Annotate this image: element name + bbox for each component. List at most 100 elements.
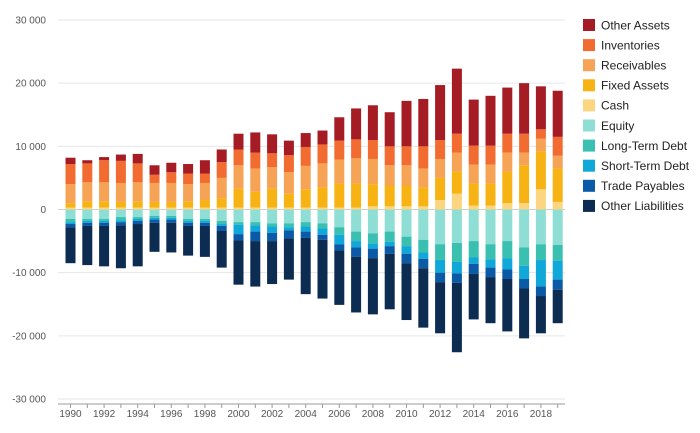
bar-segment-inventories — [367, 140, 378, 159]
bar-segment-trade-payables — [149, 219, 160, 223]
x-tick-label: 2004 — [295, 409, 318, 420]
bar-segment-equity — [65, 209, 76, 219]
bar-segment-short-term-debt — [283, 227, 294, 231]
bar-segment-inventories — [519, 133, 530, 153]
y-tick-label: -30 000 — [12, 395, 46, 406]
bar-segment-trade-payables — [535, 286, 546, 297]
bar-segment-fixed-assets — [233, 188, 244, 208]
bar-segment-long-term-debt — [418, 239, 429, 253]
bar-segment-equity — [99, 209, 110, 219]
bar-segment-short-term-debt — [132, 218, 143, 221]
bar-segment-short-term-debt — [384, 241, 395, 247]
legend-item: Inventories — [583, 38, 660, 52]
bar-segment-inventories — [351, 139, 362, 159]
bar-segment-fixed-assets — [267, 188, 278, 208]
bar-segment-other-assets — [502, 87, 513, 134]
bar-segment-other-assets — [435, 85, 446, 141]
bar-segment-trade-payables — [267, 232, 278, 242]
bar-segment-other-liabilities — [535, 296, 546, 334]
bar-segment-other-liabilities — [132, 224, 143, 267]
bar-segment-long-term-debt — [300, 222, 311, 227]
bar-stack — [183, 164, 194, 256]
bar-segment-long-term-debt — [435, 244, 446, 261]
bar-segment-receivables — [166, 182, 177, 202]
y-axis-tick-labels: 30 000 20 000 10 000 0 -10 000 -20 000 -30 000 — [12, 16, 46, 406]
bar-segment-fixed-assets — [115, 201, 126, 208]
bar-segment-cash — [451, 193, 462, 210]
bar-segment-cash — [82, 207, 93, 210]
bar-segment-cash — [317, 207, 328, 210]
bar-segment-equity — [267, 209, 278, 224]
bar-segment-long-term-debt — [233, 222, 244, 225]
bar-segment-trade-payables — [502, 269, 513, 279]
bar-segment-long-term-debt — [166, 215, 177, 218]
bar-segment-trade-payables — [451, 273, 462, 283]
bar-segment-cash — [199, 207, 210, 210]
bar-stack — [82, 160, 93, 266]
bar-segment-other-liabilities — [519, 288, 530, 339]
bar-segment-other-assets — [468, 99, 479, 146]
bar-segment-other-assets — [367, 105, 378, 141]
bar-stack — [166, 162, 177, 253]
bar-segment-trade-payables — [115, 222, 126, 226]
bar-segment-other-assets — [418, 98, 429, 147]
bar-segment-inventories — [535, 129, 546, 139]
bar-stack — [552, 90, 563, 324]
bar-stack — [65, 157, 76, 264]
bar-segment-long-term-debt — [535, 244, 546, 261]
bar-segment-other-liabilities — [502, 278, 513, 332]
bar-segment-short-term-debt — [502, 258, 513, 270]
bar-segment-cash — [166, 207, 177, 210]
bar-segment-receivables — [519, 152, 530, 166]
bar-segment-other-liabilities — [115, 225, 126, 269]
bar-segment-trade-payables — [233, 234, 244, 241]
legend-label: Long-Term Debt — [601, 139, 688, 153]
bar-segment-other-assets — [149, 165, 160, 175]
bar-segment-short-term-debt — [82, 220, 93, 223]
bar-segment-fixed-assets — [199, 200, 210, 208]
bar-segment-equity — [468, 209, 479, 242]
bar-segment-long-term-debt — [519, 247, 530, 266]
bar-segment-receivables — [334, 159, 345, 184]
bar-segment-fixed-assets — [300, 189, 311, 208]
bar-segment-cash — [65, 207, 76, 210]
legend-item: Long-Term Debt — [583, 139, 688, 153]
legend-item: Fixed Assets — [583, 79, 669, 93]
bar-segment-other-assets — [82, 160, 93, 164]
bar-segment-other-assets — [519, 83, 530, 134]
legend: Other Assets Inventories Receivables Fixed … — [583, 18, 690, 213]
bar-segment-other-liabilities — [367, 258, 378, 315]
bar-segment-fixed-assets — [468, 183, 479, 206]
legend-swatch — [583, 119, 595, 132]
legend-label: Trade Payables — [601, 179, 685, 193]
bar-segment-equity — [401, 209, 412, 237]
bar-segment-inventories — [317, 144, 328, 164]
legend-item: Equity — [583, 119, 634, 133]
bar-segment-trade-payables — [435, 272, 446, 283]
bar-segment-other-liabilities — [334, 250, 345, 305]
bar-segment-trade-payables — [519, 278, 530, 289]
bar-segment-inventories — [334, 140, 345, 160]
x-axis: 1990 1992 1994 1996 1998 2000 2002 2004 2006 2008… — [58, 403, 565, 420]
bar-segment-other-liabilities — [351, 256, 362, 313]
x-tick-label: 2016 — [496, 409, 519, 420]
bar-segment-equity — [216, 209, 227, 221]
bar-stack — [502, 87, 513, 332]
x-tick-label: 1994 — [127, 409, 150, 420]
bar-segment-other-assets — [65, 157, 76, 165]
bar-segment-trade-payables — [485, 267, 496, 278]
legend-label: Fixed Assets — [601, 79, 669, 93]
bar-segment-receivables — [535, 138, 546, 152]
bar-segment-equity — [300, 209, 311, 223]
bar-segment-other-assets — [233, 133, 244, 150]
x-tick-label: 1996 — [160, 409, 183, 420]
bar-segment-fixed-assets — [317, 187, 328, 208]
bar-segment-long-term-debt — [267, 223, 278, 227]
bar-stack — [300, 133, 311, 295]
bar-segment-receivables — [485, 164, 496, 184]
legend-swatch — [583, 179, 595, 192]
bar-segment-other-liabilities — [250, 241, 261, 287]
bar-segment-other-liabilities — [149, 222, 160, 252]
bar-segment-long-term-debt — [216, 220, 227, 225]
bar-segment-equity — [502, 209, 513, 242]
